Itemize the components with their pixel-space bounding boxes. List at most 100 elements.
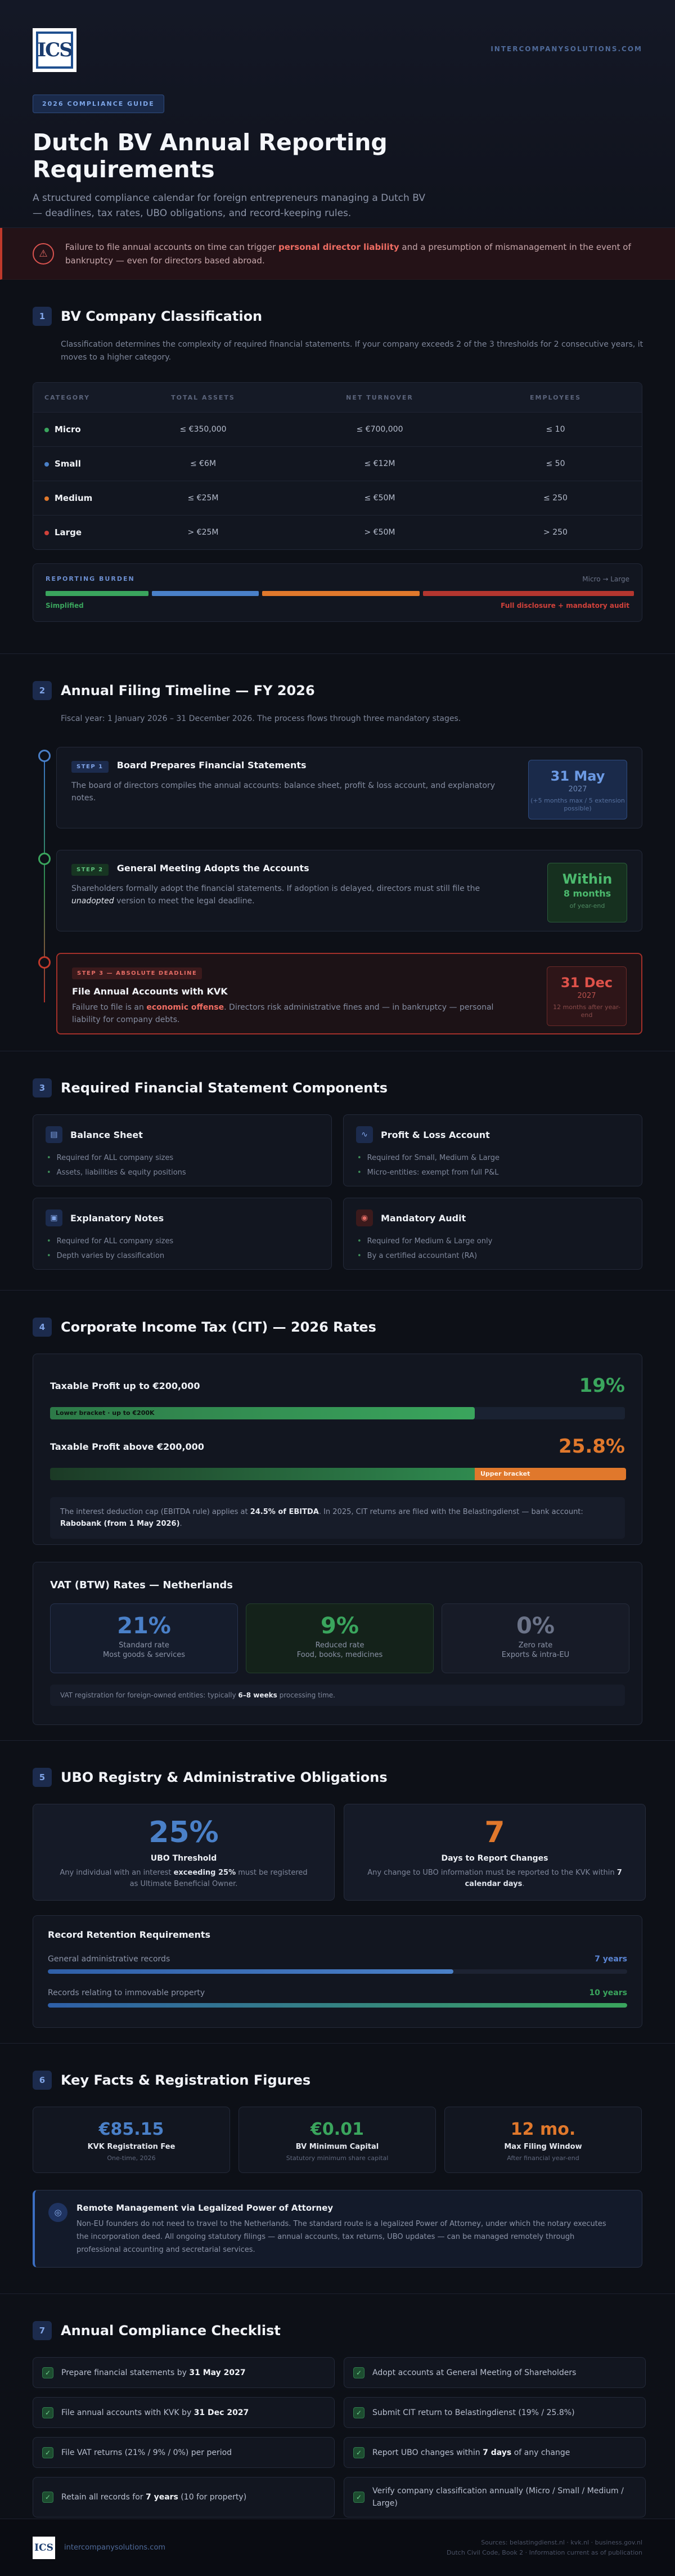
list-item: Depth varies by classification [47, 1249, 319, 1264]
table-row: Small ≤ €6M ≤ €12M ≤ 50 [33, 446, 642, 481]
checklist-item[interactable]: ✓ Adopt accounts at General Meeting of Sh… [344, 2357, 646, 2388]
section-ubo: 5 UBO Registry & Administrative Obligati… [0, 1741, 675, 2044]
cit-high-bar: Upper bracket [50, 1468, 626, 1480]
check-icon[interactable]: ✓ [353, 2367, 364, 2378]
globe-icon: ◎ [48, 2203, 68, 2222]
chart-icon: ∿ [356, 1126, 373, 1143]
component-card-profit-loss: ∿ Profit & Loss Account Required for Smal… [343, 1114, 642, 1186]
checklist-item[interactable]: ✓ File annual accounts with KVK by 31 Dec… [33, 2397, 335, 2428]
step-title: General Meeting Adopts the Accounts [116, 863, 309, 873]
checklist-grid: ✓ Prepare financial statements by 31 May … [33, 2357, 646, 2517]
check-icon[interactable]: ✓ [42, 2492, 53, 2503]
burden-left-label: Simplified [46, 602, 84, 610]
footer-logo[interactable]: ICS [33, 2536, 55, 2559]
check-icon[interactable]: ✓ [353, 2447, 364, 2458]
check-icon[interactable]: ✓ [353, 2492, 364, 2503]
table-row: Large > €25M > €50M > 250 [33, 515, 642, 549]
vat-title: VAT (BTW) Rates — Netherlands [50, 1579, 233, 1591]
site-url[interactable]: INTERCOMPANYSOLUTIONS.COM [490, 45, 642, 53]
table-cell: > 250 [543, 528, 568, 537]
category-dot [44, 496, 49, 501]
checklist-item[interactable]: ✓ Report UBO changes within 7 days of any… [344, 2437, 646, 2468]
component-card-mandatory-audit: ◉ Mandatory Audit Required for Medium & L… [343, 1198, 642, 1270]
table-cell: > €50M [364, 528, 395, 537]
table-cell: ≤ €6M [190, 459, 217, 468]
check-icon[interactable]: ✓ [42, 2447, 53, 2458]
cit-note: The interest deduction cap (EBITDA rule)… [50, 1497, 625, 1539]
table-row: Micro ≤ €350,000 ≤ €700,000 ≤ 10 [33, 412, 642, 446]
table-cell: ≤ 50 [546, 459, 565, 468]
document-icon: ▣ [46, 1209, 62, 1226]
section-number: 5 [33, 1768, 52, 1787]
section-number: 1 [33, 307, 52, 326]
step-text: Failure to file is an economic offense. … [72, 1003, 494, 1024]
table-cell: ≤ €12M [364, 459, 395, 468]
checklist-item[interactable]: ✓ Prepare financial statements by 31 May … [33, 2357, 335, 2388]
column-header: CATEGORY [44, 393, 90, 401]
category-dot [44, 462, 49, 467]
section-components: 3 Required Financial Statement Component… [0, 1051, 675, 1291]
card-title: Explanatory Notes [70, 1212, 164, 1224]
check-icon[interactable]: ✓ [42, 2367, 53, 2378]
checklist-item[interactable]: ✓ Retain all records for 7 years (10 for … [33, 2477, 335, 2517]
company-logo[interactable]: ICS [33, 28, 76, 72]
step-badge: STEP 2 [71, 864, 109, 876]
step-text: Shareholders formally adopt the financia… [71, 884, 480, 906]
check-icon[interactable]: ✓ [353, 2407, 364, 2418]
section-timeline: 2 Annual Filing Timeline — FY 2026 Fisca… [0, 654, 675, 1051]
column-header: TOTAL ASSETS [171, 393, 235, 401]
page-subtitle: A structured compliance calendar for for… [33, 192, 425, 219]
burden-bar-micro [46, 591, 148, 596]
timeline-step-1: STEP 1 Board Prepares Financial Statemen… [38, 747, 642, 828]
timeline-dot [38, 956, 51, 969]
table-cell: ≤ €700,000 [356, 425, 403, 434]
retention-row: General administrative records 7 years [48, 1955, 627, 1964]
warning-icon: ⚠ [33, 243, 54, 265]
checklist-item[interactable]: ✓ File VAT returns (21% / 9% / 0%) per pe… [33, 2437, 335, 2468]
list-item: By a certified accountant (RA) [357, 1249, 629, 1264]
footer-url[interactable]: intercompanysolutions.com [64, 2543, 166, 2552]
check-icon[interactable]: ✓ [42, 2407, 53, 2418]
component-card-balance-sheet: ▤ Balance Sheet Required for ALL company … [33, 1114, 332, 1186]
retention-bar [48, 1969, 453, 1974]
burden-scale [46, 591, 634, 596]
checklist-item[interactable]: ✓ Verify company classification annually … [344, 2477, 646, 2517]
table-cell: ≤ €25M [187, 494, 219, 503]
section-title: Annual Filing Timeline — FY 2026 [61, 683, 315, 698]
list-item: Micro-entities: exempt from full P&L [357, 1166, 629, 1180]
step-deadline: 31 May 2027 (+5 months max / 5 extension… [528, 760, 627, 819]
category-dot [44, 427, 49, 432]
table-cell: > €25M [187, 528, 219, 537]
section-title: Annual Compliance Checklist [61, 2323, 281, 2338]
section-title: Corporate Income Tax (CIT) — 2026 Rates [61, 1319, 376, 1335]
cit-low-bar: Lower bracket · up to €200K [50, 1407, 625, 1419]
vat-zero-card: 0% Zero rate Exports & intra-EU [442, 1603, 629, 1673]
burden-label: REPORTING BURDEN [46, 575, 135, 583]
record-retention-card: Record Retention Requirements General ad… [33, 1915, 642, 2028]
footer-sources: Sources: belastingdienst.nl · kvk.nl · b… [481, 2538, 642, 2546]
table-cell: ≤ 10 [546, 425, 565, 434]
callout-text: Non-EU founders do not need to travel to… [76, 2220, 606, 2254]
section-cit: 4 Corporate Income Tax (CIT) — 2026 Rate… [0, 1291, 675, 1741]
retention-bar [48, 2003, 627, 2008]
cit-low-rate: 19% [579, 1374, 625, 1397]
category-dot [44, 530, 49, 535]
list-item: Required for Small, Medium & Large [357, 1151, 629, 1166]
timeline-dot [38, 853, 51, 865]
component-card-explanatory-notes: ▣ Explanatory Notes Required for ALL comp… [33, 1198, 332, 1270]
step-title: Board Prepares Financial Statements [116, 760, 307, 770]
section-intro: Fiscal year: 1 January 2026 – 31 Decembe… [61, 714, 461, 723]
retention-title: Record Retention Requirements [48, 1929, 211, 1940]
step-deadline: 31 Dec 2027 12 months after year-end [547, 966, 627, 1026]
section-number: 4 [33, 1318, 52, 1337]
checklist-item[interactable]: ✓ Submit CIT return to Belastingdienst (1… [344, 2397, 646, 2428]
list-item: Required for Medium & Large only [357, 1234, 629, 1249]
step-text: The board of directors compiles the annu… [71, 781, 495, 803]
table-cell: ≤ €350,000 [179, 425, 227, 434]
logo-text: ICS [37, 39, 73, 61]
balance-sheet-icon: ▤ [46, 1126, 62, 1143]
step-badge: STEP 3 — ABSOLUTE DEADLINE [72, 967, 202, 979]
timeline-line [44, 755, 45, 1002]
fact-card: €0.01 BV Minimum Capital Statutory minimum… [238, 2107, 436, 2173]
